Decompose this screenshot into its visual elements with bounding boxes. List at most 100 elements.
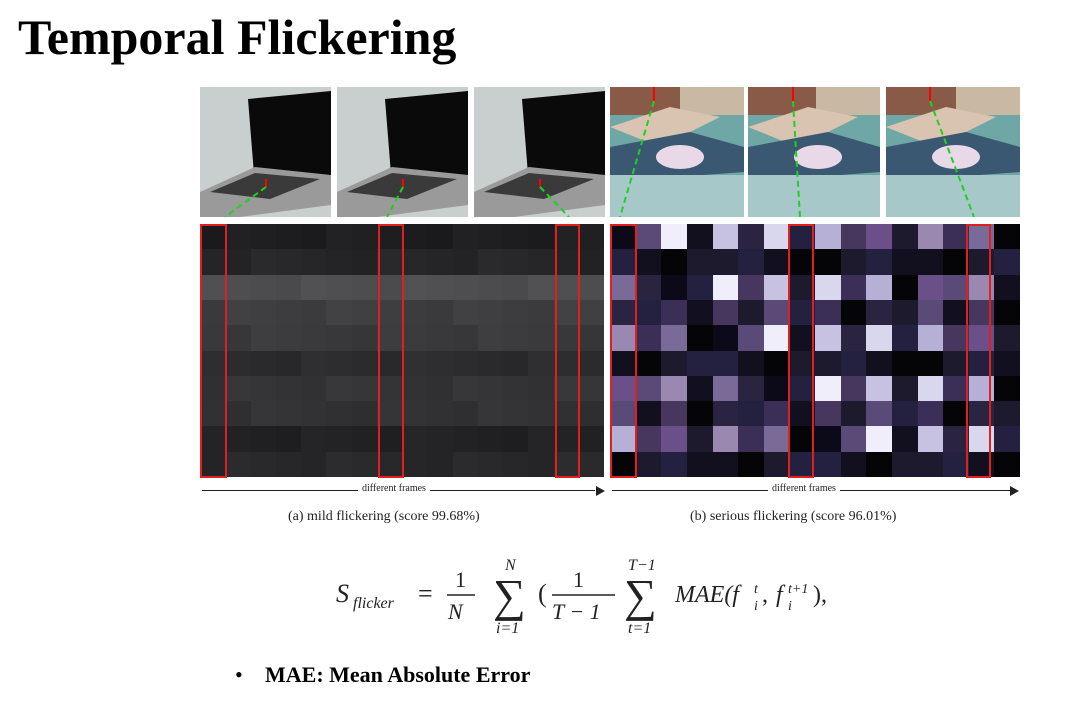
pixel-cell [891,274,919,301]
pixel-cell [477,401,504,427]
pixel-cell [402,350,428,377]
pixel-cell [840,325,867,352]
svg-text:i: i [754,599,758,614]
pixel-cell [351,224,378,250]
pixel-cell [738,274,765,301]
formula-sum-top-1: N [504,557,517,574]
pixel-cell [891,350,919,377]
pixel-cell [686,426,714,453]
pixel-cell [686,274,714,301]
pixel-cell [738,375,765,402]
pixel-cell [635,249,662,276]
svg-text:t: t [754,582,759,597]
highlight-box [200,224,227,478]
pixel-cell [635,451,662,477]
pixel-cell [225,426,252,453]
pixel-cell [225,299,252,326]
pixel-cell [840,375,867,402]
pixel-cell [503,249,529,276]
pixel-cell [686,375,714,402]
pixel-cell [994,350,1020,377]
pixel-cell [610,224,637,250]
pixel-cell [200,299,226,326]
pixel-cell [994,274,1020,301]
pixel-cell [477,224,504,250]
pixel-cell [917,375,944,402]
pixel-cell [866,375,893,402]
pixel-cell [250,299,277,326]
pixel-cell [712,375,739,402]
pixel-cell [376,224,403,250]
pixel-cell [503,426,529,453]
pixel-cell [503,451,529,477]
pixel-cell [427,426,454,453]
pixel-cell [301,299,327,326]
pixel-cell [376,426,403,453]
pixel-cell [452,375,479,402]
pixel-cell [866,401,893,427]
pixel-cell [452,249,479,276]
pixel-cell [917,249,944,276]
pixel-cell [326,274,353,301]
pixel-cell [738,401,765,427]
highlight-box [555,224,580,478]
pixel-cell [578,325,604,352]
pixel-cell [275,375,302,402]
svg-text:∑: ∑ [493,570,526,621]
pixel-cell [866,249,893,276]
pixel-cell [763,299,790,326]
pixel-cell [528,350,555,377]
pixel-cell [578,350,604,377]
pixel-cell [789,274,816,301]
laptop-frame-3 [474,87,605,217]
highlight-box [378,224,404,478]
pixel-cell [250,451,277,477]
pixel-cell [427,274,454,301]
pixel-cell [763,375,790,402]
pixel-cell [326,451,353,477]
pixel-cell [275,224,302,250]
pixel-cell [943,325,970,352]
svg-text:f: f [776,582,786,608]
pixel-cell [376,325,403,352]
pixel-cell [712,325,739,352]
formula-T-minus-1: T − 1 [552,599,601,624]
pixel-cell [351,426,378,453]
pixel-cell [528,401,555,427]
pixel-cell [301,451,327,477]
pixel-cell [351,325,378,352]
pixel-cell [578,451,604,477]
bullet-item: • MAE: Mean Absolute Error [235,662,530,688]
pixel-cell [610,350,637,377]
svg-text:i: i [788,599,792,614]
formula-lhs: S [336,579,349,608]
pixel-cell [789,401,816,427]
pixel-cell [200,375,226,402]
pixel-cell [891,299,919,326]
pixel-cell [610,274,637,301]
pixel-cell [225,350,252,377]
pixel-cell [528,224,555,250]
pixel-cell [477,274,504,301]
pixel-cell [840,249,867,276]
pixel-cell [866,224,893,250]
pixel-cell [686,325,714,352]
pixel-cell [528,299,555,326]
pixel-cell [917,350,944,377]
frames-axis-label-right: different frames [768,483,840,494]
caption-serious: (b) serious flickering (score 96.01%) [690,509,897,524]
pixel-cell [943,350,970,377]
pixel-cell [578,426,604,453]
pixel-cell [943,451,970,477]
pixel-cell [427,350,454,377]
pixel-cell [917,426,944,453]
pixel-cell [477,350,504,377]
pixel-cell [738,325,765,352]
pixel-cell [815,325,842,352]
pixel-cell [840,401,867,427]
pixel-cell [815,224,842,250]
pixel-cell [840,426,867,453]
mild-flicker-pixel-strip [200,224,604,477]
pixel-cell [553,325,580,352]
pixel-cell [763,224,790,250]
